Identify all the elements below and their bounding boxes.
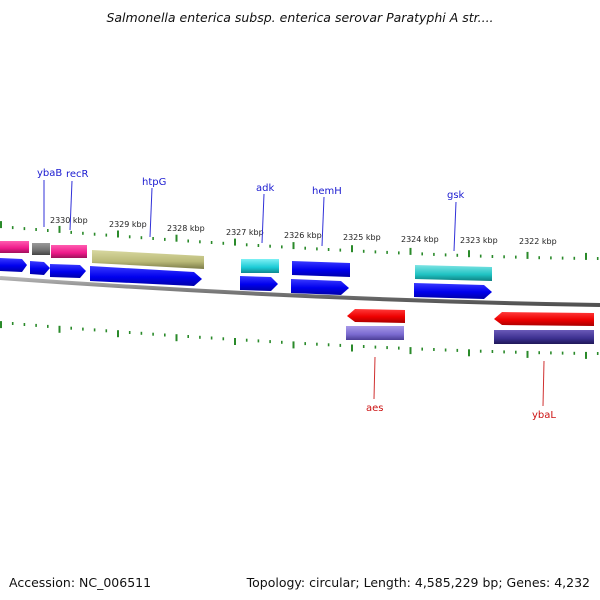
scale-label-2322: 2322 kbp xyxy=(519,237,557,246)
forward-tick-row xyxy=(0,221,599,260)
feature-ybaB-block[interactable] xyxy=(0,241,29,253)
scale-labels: 2330 kbp 2329 kbp 2328 kbp 2327 kbp 2326… xyxy=(50,216,557,246)
scale-label-2328: 2328 kbp xyxy=(167,224,205,233)
feature-adk-block[interactable] xyxy=(241,259,279,273)
cds-arrow-hemH[interactable] xyxy=(291,279,349,295)
reverse-feature-track xyxy=(346,326,594,344)
scale-label-2325: 2325 kbp xyxy=(343,233,381,242)
cds-arrow-fwd-1[interactable] xyxy=(0,258,27,272)
gene-label-htpG[interactable]: htpG xyxy=(142,177,166,188)
accession-text: Accession: NC_006511 xyxy=(9,575,152,590)
cds-arrow-aes[interactable] xyxy=(347,309,405,323)
cds-arrow-ybaL[interactable] xyxy=(494,312,594,326)
gene-label-hemH[interactable]: hemH xyxy=(312,186,342,197)
feature-aes-block[interactable] xyxy=(346,326,404,340)
gene-label-adk[interactable]: adk xyxy=(256,183,274,194)
forward-feature-track xyxy=(0,241,492,281)
leader-recR xyxy=(69,180,73,231)
forward-gene-labels: ybaB recR htpG adk hemH gsk xyxy=(37,168,465,201)
leader-adk xyxy=(261,193,265,244)
feature-gray-block[interactable] xyxy=(32,243,50,255)
scale-label-2326: 2326 kbp xyxy=(284,231,322,240)
gene-label-aes[interactable]: aes xyxy=(366,403,384,414)
leader-htpG xyxy=(149,187,153,238)
cds-arrow-fwd-3[interactable] xyxy=(50,264,86,278)
genome-title: Salmonella enterica subsp. enterica sero… xyxy=(106,10,494,25)
gene-label-recR[interactable]: recR xyxy=(66,169,89,180)
reverse-gene-labels: aes ybaL xyxy=(366,403,556,421)
reverse-leader-lines xyxy=(373,356,545,407)
feature-htpG-block[interactable] xyxy=(92,250,204,269)
scale-label-2327: 2327 kbp xyxy=(226,228,264,237)
leader-ybaL xyxy=(542,360,545,407)
feature-ybaL-block[interactable] xyxy=(494,330,594,344)
feature-hemH-block[interactable] xyxy=(292,261,350,277)
reverse-tick-row xyxy=(0,321,599,359)
scale-label-2323: 2323 kbp xyxy=(460,236,498,245)
leader-aes xyxy=(373,356,376,400)
scale-label-2324: 2324 kbp xyxy=(401,235,439,244)
gene-label-ybaB[interactable]: ybaB xyxy=(37,168,62,179)
feature-recR-block[interactable] xyxy=(51,245,87,258)
forward-cds-track xyxy=(0,258,492,299)
reverse-cds-track xyxy=(347,309,594,326)
gene-label-gsk[interactable]: gsk xyxy=(447,190,465,201)
scale-label-2330: 2330 kbp xyxy=(50,216,88,225)
scale-label-2329: 2329 kbp xyxy=(109,220,147,229)
leader-gsk xyxy=(453,201,457,252)
feature-gsk-block[interactable] xyxy=(415,265,492,281)
cds-arrow-htpG[interactable] xyxy=(90,266,202,286)
cds-arrow-fwd-2[interactable] xyxy=(30,261,50,275)
genome-summary-text: Topology: circular; Length: 4,585,229 bp… xyxy=(246,575,590,590)
gene-label-ybaL[interactable]: ybaL xyxy=(532,410,556,421)
genome-backbone xyxy=(0,276,600,307)
forward-leader-lines xyxy=(43,180,457,252)
leader-hemH xyxy=(321,196,325,247)
cds-arrow-adk[interactable] xyxy=(240,276,278,291)
cds-arrow-gsk[interactable] xyxy=(414,283,492,299)
